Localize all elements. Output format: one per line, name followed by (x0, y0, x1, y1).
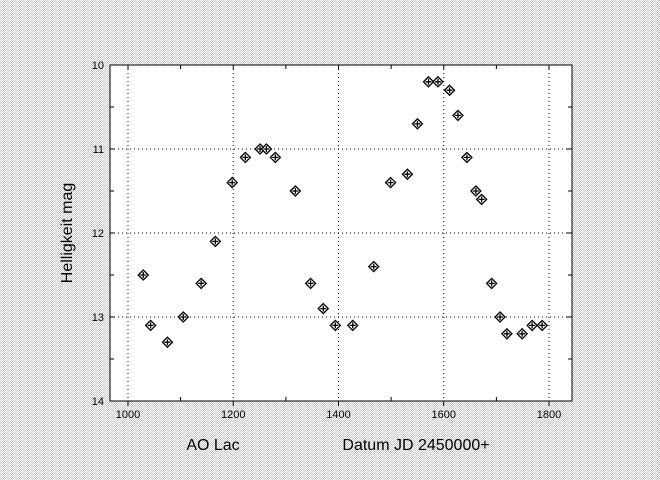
data-point (226, 176, 239, 189)
data-point (516, 327, 529, 340)
data-point (317, 302, 330, 315)
x-tick-label: 1600 (432, 409, 456, 421)
data-point (500, 327, 513, 340)
data-point (161, 336, 174, 349)
x-tick-label: 1400 (326, 409, 350, 421)
y-tick-label: 14 (92, 396, 104, 408)
data-point (144, 319, 157, 332)
y-tick-label: 12 (92, 228, 104, 240)
y-tick-label: 11 (93, 144, 104, 156)
data-point (177, 311, 190, 323)
y-axis-label: Helligkeit mag (59, 183, 76, 283)
data-point (422, 75, 435, 88)
data-point (494, 311, 506, 323)
data-point (401, 168, 414, 181)
data-point (137, 269, 150, 281)
data-point (469, 185, 482, 197)
y-tick-label: 10 (92, 60, 104, 72)
data-point (269, 151, 282, 164)
x-tick-label: 1200 (221, 409, 245, 421)
x-axis-label: Datum JD 2450000+ (342, 437, 489, 454)
data-point (526, 319, 539, 332)
data-point (367, 260, 380, 273)
data-point (432, 75, 444, 88)
data-point (384, 176, 397, 189)
data-point (346, 319, 359, 332)
data-point (209, 235, 222, 248)
y-tick-label: 13 (92, 312, 104, 324)
data-point (195, 277, 208, 290)
x-tick-label: 1800 (537, 409, 561, 421)
data-point (443, 84, 456, 97)
data-point (452, 109, 464, 122)
data-point (289, 185, 302, 197)
data-point (329, 319, 342, 332)
data-point (475, 193, 488, 206)
data-point (411, 117, 424, 130)
data-point (260, 143, 273, 155)
chart-title: AO Lac (186, 437, 239, 454)
data-point (536, 319, 549, 332)
data-point (460, 151, 473, 164)
data-point (485, 277, 498, 290)
x-tick-label: 1000 (116, 409, 140, 421)
data-point (239, 151, 252, 164)
data-point (304, 277, 317, 290)
